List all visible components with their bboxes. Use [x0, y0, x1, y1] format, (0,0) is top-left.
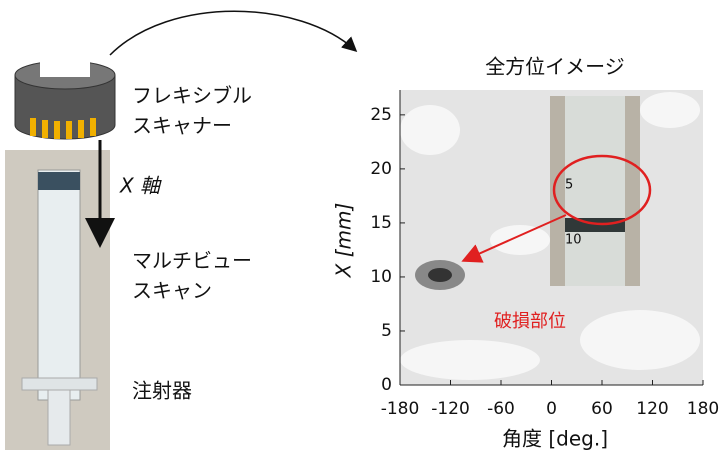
- x-tick-label: -60: [487, 399, 515, 419]
- x-label: 角度 [deg.]: [502, 427, 608, 451]
- figure: フレキシブル スキャナー X 軸 マルチビュー スキャン 注射器 全方位イメージ…: [0, 0, 721, 455]
- inset-label: 5: [565, 178, 573, 193]
- plot: 5 10 破損部位: [400, 90, 703, 385]
- y-label: X [mm]: [332, 203, 356, 279]
- syringe-photo: [5, 150, 110, 450]
- x-tick-label: 180: [687, 399, 719, 419]
- scanner-icon: [15, 55, 115, 139]
- y-tick-label: 20: [370, 159, 392, 179]
- syringe-label: 注射器: [132, 379, 192, 403]
- y-tick-label: 0: [381, 375, 392, 395]
- axis-label: X 軸: [119, 174, 162, 198]
- y-tick-label: 10: [370, 267, 392, 287]
- x-tick-label: -120: [431, 399, 470, 419]
- plot-title: 全方位イメージ: [485, 55, 625, 79]
- x-tick-label: 120: [636, 399, 668, 419]
- x-tick-label: 0: [546, 399, 557, 419]
- y-tick-label: 15: [370, 213, 392, 233]
- x-tick-label: -180: [381, 399, 420, 419]
- inset-photo: 5 10: [550, 96, 650, 286]
- curved-arrow: [110, 11, 355, 55]
- x-tick-label: 60: [591, 399, 613, 419]
- y-tick-label: 25: [370, 105, 392, 125]
- annotation: 破損部位: [494, 311, 566, 332]
- scan-label: スキャン: [132, 279, 212, 303]
- inset-label: 10: [565, 233, 582, 248]
- scanner-label: フレキシブル: [132, 84, 252, 108]
- scanner-label: スキャナー: [132, 114, 232, 138]
- scan-label: マルチビュー: [132, 249, 252, 273]
- y-tick-label: 5: [381, 321, 392, 341]
